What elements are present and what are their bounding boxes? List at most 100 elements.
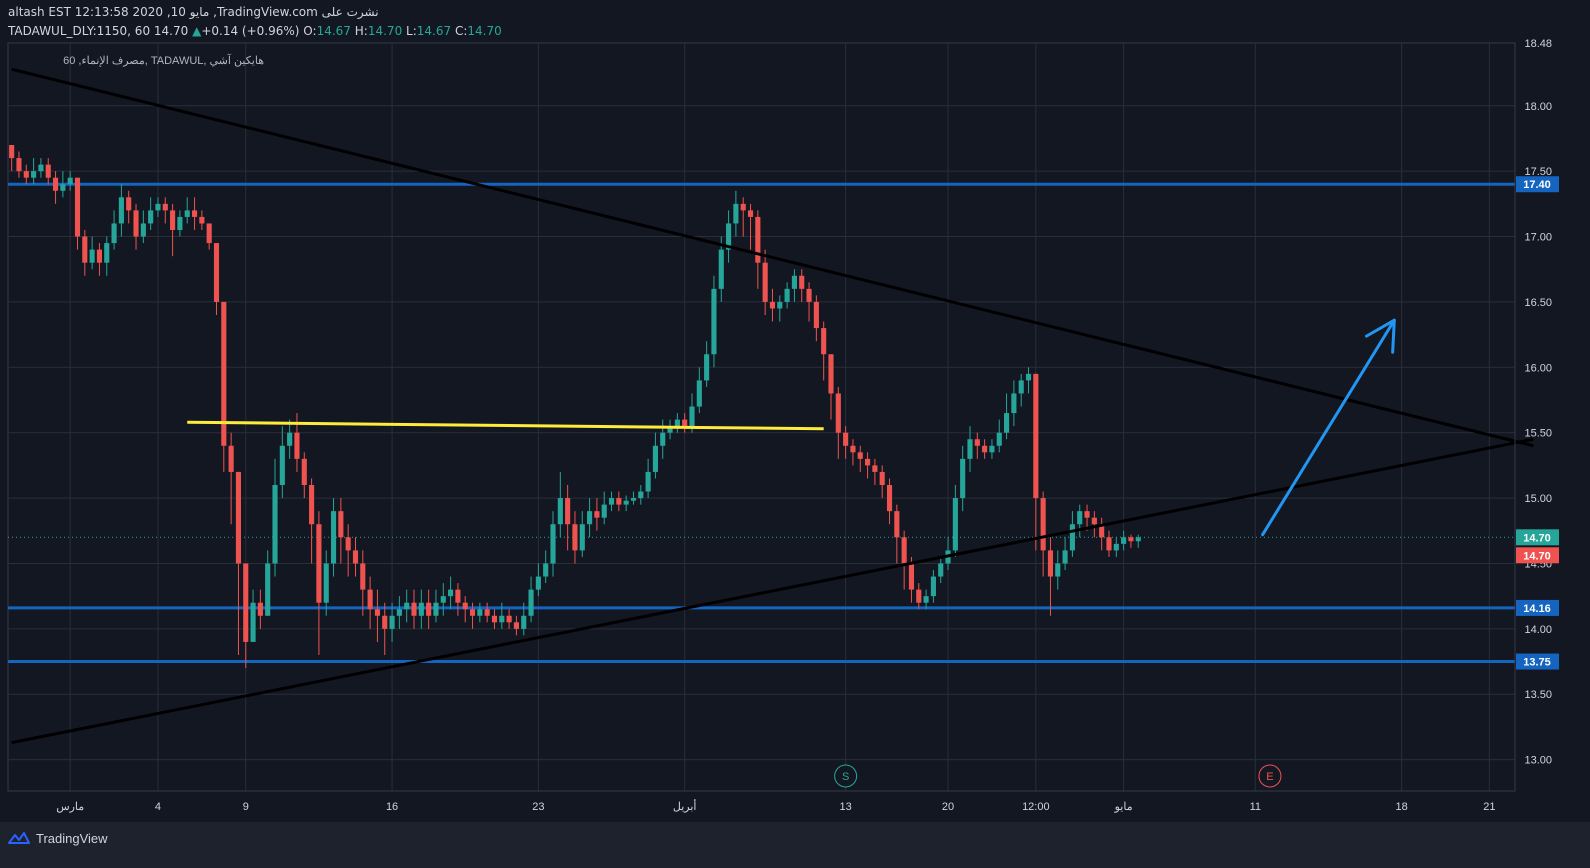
candle-body — [726, 223, 732, 250]
level-label: 13.75 — [1523, 657, 1551, 669]
candle-body — [952, 498, 958, 551]
symbol-name[interactable]: TADAWUL_DLY:1150, 60 — [8, 24, 151, 38]
candle-body — [52, 177, 59, 191]
candle-body — [704, 354, 710, 381]
candle-body — [1040, 498, 1046, 551]
candle-body — [235, 471, 241, 564]
price-chart[interactable]: 18.0017.5017.0016.5016.0015.5015.0014.50… — [0, 0, 1590, 822]
price-tick-label: 17.00 — [1524, 232, 1552, 244]
candle-body — [16, 158, 22, 172]
time-tick-label: 11 — [1250, 801, 1261, 813]
candle-body — [513, 622, 519, 629]
open-value: 14.67 — [316, 24, 351, 38]
candle-body — [982, 445, 988, 453]
candle-body — [1062, 550, 1068, 564]
trendline — [11, 437, 1534, 745]
candle-body — [177, 216, 183, 230]
candle-body — [411, 602, 417, 616]
candle-body — [857, 452, 863, 459]
candle-body — [367, 589, 373, 610]
time-tick-label: 13 — [840, 801, 852, 813]
candle-body — [82, 236, 88, 263]
candle-body — [418, 602, 424, 616]
candle-body — [660, 432, 666, 446]
candle-body — [338, 511, 344, 538]
candle-body — [572, 524, 578, 551]
candle-body — [550, 524, 556, 564]
candle-body — [923, 596, 929, 603]
close-value: 14.70 — [467, 24, 502, 38]
publish-text: altash EST 12:13:58 2020 ,10 مايو ,Tradi… — [8, 5, 379, 19]
candle-body — [682, 419, 688, 427]
brand-name: TradingView — [36, 830, 108, 846]
candle-body — [872, 465, 878, 472]
candle-body — [747, 210, 754, 217]
candle-body — [469, 609, 476, 616]
candle-body — [374, 609, 380, 616]
candle-body — [769, 301, 776, 309]
candle-body — [323, 563, 329, 603]
plot-frame — [7, 42, 1516, 792]
chart-legend: مصرف الإنماء, 60, TADAWUL, هايكين آشي — [63, 54, 264, 67]
candle-body — [126, 197, 132, 211]
candle-body — [616, 498, 622, 505]
candle-body — [1135, 537, 1141, 542]
time-tick-label: 23 — [532, 801, 544, 813]
time-tick-label: 4 — [155, 801, 161, 813]
last-price-label: 14.70 — [1523, 532, 1551, 544]
candle-body — [960, 458, 966, 499]
level-label: 17.40 — [1523, 179, 1551, 191]
time-tick-label: مايو — [1114, 801, 1133, 813]
candle-body — [345, 537, 351, 551]
candle-body — [828, 354, 834, 394]
candle-body — [916, 589, 922, 603]
candle-body — [791, 275, 797, 289]
open-label: O: — [303, 24, 317, 38]
candle-body — [287, 432, 293, 446]
candle-body — [1084, 511, 1090, 518]
candle-body — [294, 432, 300, 459]
candle-body — [1106, 537, 1112, 551]
candle-body — [594, 511, 600, 518]
candle-body — [557, 498, 563, 525]
candle-body — [608, 498, 615, 505]
low-value: 14.67 — [416, 24, 452, 38]
candle-body — [257, 602, 263, 616]
candle-body — [330, 511, 337, 564]
tradingview-brand[interactable]: TradingView — [8, 828, 108, 848]
low-label: L: — [406, 24, 417, 38]
event-marker-circle — [834, 764, 858, 788]
candle-body — [448, 589, 454, 597]
candle-body — [213, 243, 220, 302]
price-tick-label: 16.50 — [1524, 297, 1552, 309]
price-tick-label: 13.00 — [1524, 755, 1552, 767]
candle-body — [806, 288, 812, 302]
candle-body — [133, 210, 139, 237]
candle-body — [630, 498, 637, 501]
symbol-info: TADAWUL_DLY:1150, 60 14.70 ▲+0.14 (+0.96… — [8, 24, 502, 38]
candle-body — [1018, 380, 1024, 394]
candle-body — [865, 458, 871, 466]
candle-body — [426, 602, 432, 616]
candle-body — [645, 471, 651, 492]
candle-body — [382, 615, 388, 629]
candle-body — [243, 563, 249, 642]
candle-body — [938, 563, 944, 577]
candle-body — [652, 445, 658, 472]
candle-body — [104, 243, 110, 263]
time-tick-label: 12:00 — [1022, 801, 1050, 813]
arrow-shaft — [1261, 318, 1396, 537]
candle-body — [316, 524, 322, 603]
candle-body — [360, 563, 366, 590]
tradingview-logo-icon — [8, 832, 30, 844]
axes: 18.0017.5017.0016.5016.0015.5015.0014.50… — [8, 38, 1559, 813]
price-tick-label: 15.00 — [1524, 493, 1552, 505]
drawings — [11, 67, 1534, 745]
candle-body — [579, 524, 585, 551]
candle-body — [506, 615, 512, 623]
candle-body — [894, 511, 900, 538]
candle-body — [843, 432, 849, 446]
candle-body — [491, 615, 498, 623]
time-tick-label: 21 — [1483, 801, 1495, 813]
